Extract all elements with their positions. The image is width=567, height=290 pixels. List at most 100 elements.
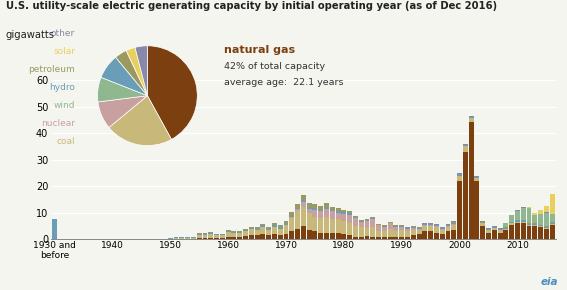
Bar <box>463 152 468 239</box>
Bar <box>527 207 531 208</box>
Bar <box>388 222 392 223</box>
Bar <box>422 223 428 224</box>
Bar <box>336 208 341 211</box>
Bar <box>486 228 491 229</box>
Bar <box>365 222 370 228</box>
Bar <box>515 210 520 211</box>
Bar <box>370 217 375 218</box>
Bar <box>521 223 526 239</box>
Bar <box>503 228 509 229</box>
Bar <box>312 204 318 209</box>
Bar <box>492 230 497 239</box>
Bar <box>451 222 456 224</box>
Text: average age:  22.1 years: average age: 22.1 years <box>224 78 344 87</box>
Bar <box>359 222 363 227</box>
Bar <box>295 211 300 229</box>
Bar <box>260 235 265 239</box>
Bar <box>492 228 497 230</box>
Bar <box>249 235 253 239</box>
Bar <box>399 230 404 237</box>
Bar <box>434 233 439 239</box>
Bar <box>301 202 306 207</box>
Bar <box>243 229 248 230</box>
Bar <box>480 226 485 239</box>
Bar <box>434 226 439 227</box>
Bar <box>503 222 509 223</box>
Bar <box>330 211 335 219</box>
Bar <box>469 122 473 239</box>
Bar <box>393 231 399 238</box>
Bar <box>174 237 179 238</box>
Bar <box>446 224 450 225</box>
Bar <box>463 144 468 145</box>
Bar <box>237 237 242 239</box>
Bar <box>220 235 225 238</box>
Wedge shape <box>135 46 147 96</box>
Bar <box>266 235 271 239</box>
Bar <box>405 237 410 239</box>
Bar <box>550 213 555 214</box>
Bar <box>353 216 358 217</box>
Bar <box>457 174 462 175</box>
Text: petroleum: petroleum <box>28 65 75 74</box>
Bar <box>359 227 363 237</box>
Bar <box>544 213 549 226</box>
Bar <box>370 237 375 239</box>
Bar <box>527 223 531 224</box>
Bar <box>214 238 219 239</box>
Bar <box>208 232 213 233</box>
Bar <box>388 237 392 239</box>
Bar <box>249 226 253 228</box>
Bar <box>52 219 57 239</box>
Bar <box>284 221 289 223</box>
Bar <box>405 231 410 237</box>
Bar <box>307 230 312 239</box>
Bar <box>399 226 404 227</box>
Bar <box>527 209 531 223</box>
Bar <box>226 231 231 232</box>
Bar <box>527 208 531 209</box>
Bar <box>538 214 543 225</box>
Bar <box>382 226 387 227</box>
Bar <box>295 209 300 211</box>
Bar <box>191 238 196 239</box>
Bar <box>295 208 300 209</box>
Bar <box>272 226 277 235</box>
Text: eia: eia <box>541 277 558 287</box>
Bar <box>255 227 260 229</box>
Bar <box>231 232 236 233</box>
Bar <box>544 229 549 239</box>
Bar <box>550 222 555 224</box>
Bar <box>341 221 346 234</box>
Bar <box>434 224 439 225</box>
Bar <box>422 226 428 231</box>
Bar <box>527 225 531 226</box>
Bar <box>544 226 549 228</box>
Bar <box>353 237 358 239</box>
Bar <box>446 227 450 231</box>
Bar <box>515 220 520 222</box>
Bar <box>469 118 473 122</box>
Bar <box>521 220 526 222</box>
Bar <box>179 238 184 239</box>
Bar <box>365 219 370 220</box>
Wedge shape <box>101 57 147 96</box>
Bar <box>341 210 346 212</box>
Text: wind: wind <box>53 101 75 110</box>
Bar <box>243 236 248 239</box>
Bar <box>422 225 428 226</box>
Bar <box>475 178 480 181</box>
Bar <box>428 231 433 239</box>
Bar <box>191 237 196 238</box>
Bar <box>336 233 341 239</box>
Bar <box>422 224 428 225</box>
Bar <box>538 225 543 226</box>
Bar <box>503 230 509 239</box>
Bar <box>301 200 306 202</box>
Bar <box>532 225 538 226</box>
Bar <box>417 230 421 234</box>
Bar <box>440 230 445 234</box>
Bar <box>347 235 352 239</box>
Bar <box>255 235 260 239</box>
Bar <box>312 209 318 210</box>
